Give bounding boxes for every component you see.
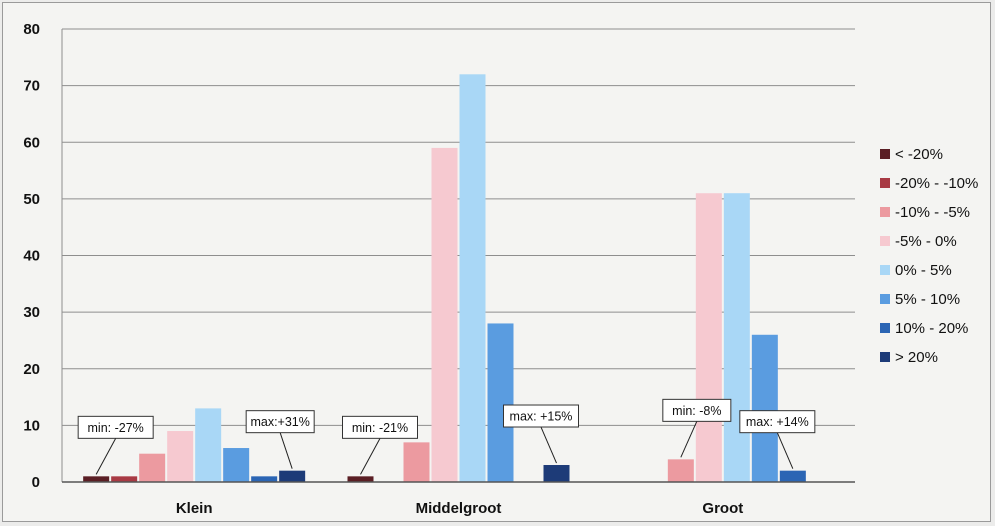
bar — [111, 476, 138, 482]
callout-box — [662, 398, 732, 422]
bar — [723, 193, 750, 482]
callout-pointer — [540, 426, 557, 464]
callout-pointer — [95, 438, 117, 475]
legend-swatch — [880, 178, 890, 188]
x-category-label: Groot — [702, 500, 743, 517]
bar — [347, 476, 374, 482]
y-tick-label: 70 — [23, 78, 40, 95]
legend-label: -20% - -10% — [895, 175, 978, 192]
legend-label: 0% - 5% — [895, 262, 952, 279]
bars — [83, 74, 806, 483]
bar — [543, 465, 570, 482]
callout-pointer — [680, 421, 698, 458]
grid-lines — [62, 28, 855, 426]
callout-label: min: -21% — [352, 421, 408, 435]
callout-box — [77, 415, 154, 439]
x-axis: Klein Middelgroot Groot — [62, 481, 855, 517]
legend: < -20% -20% - -10% -10% - -5% -5% - 0% 0% - … — [880, 146, 978, 366]
bar — [667, 459, 694, 482]
bar — [251, 476, 278, 482]
bar — [779, 470, 806, 482]
callout-label: min: -8% — [672, 404, 721, 418]
legend-swatch — [880, 265, 890, 275]
callout-pointer — [279, 432, 293, 469]
legend-swatch — [880, 294, 890, 304]
y-tick-label: 40 — [23, 248, 40, 265]
bar — [223, 448, 250, 482]
callout-box — [245, 410, 315, 434]
bar — [487, 323, 514, 482]
bar — [139, 453, 166, 482]
y-tick-label: 60 — [23, 134, 40, 151]
legend-swatch — [880, 352, 890, 362]
bar — [279, 470, 306, 482]
bar — [751, 334, 778, 482]
y-tick-label: 0 — [32, 474, 40, 491]
y-tick-label: 10 — [23, 417, 40, 434]
callout-pointer — [776, 432, 794, 469]
y-tick-label: 20 — [23, 361, 40, 378]
callout-label: max:+31% — [250, 415, 309, 429]
callout-box — [503, 404, 579, 428]
legend-label: 10% - 20% — [895, 320, 968, 337]
bar — [167, 431, 194, 482]
legend-swatch — [880, 207, 890, 217]
callouts: min: -27% max:+31% min: -21% max: +15% min: … — [77, 398, 816, 475]
legend-label: -5% - 0% — [895, 233, 957, 250]
bar — [403, 442, 430, 482]
bar — [83, 476, 110, 482]
callout-pointer — [360, 438, 381, 475]
callout-label: max: +14% — [746, 415, 809, 429]
x-category-label: Middelgroot — [416, 500, 502, 517]
legend-swatch — [880, 149, 890, 159]
y-tick-label: 30 — [23, 304, 40, 321]
y-tick-label: 50 — [23, 191, 40, 208]
callout-box — [342, 415, 418, 439]
callout-box — [739, 410, 816, 434]
legend-swatch — [880, 236, 890, 246]
bar — [459, 74, 486, 483]
y-axis: 0 10 20 30 40 50 60 70 80 — [23, 21, 63, 491]
bar — [431, 147, 458, 482]
callout-label: max: +15% — [510, 410, 573, 424]
legend-label: -10% - -5% — [895, 204, 970, 221]
callout-label: min: -27% — [88, 421, 144, 435]
legend-label: 5% - 10% — [895, 291, 960, 308]
legend-label: < -20% — [895, 146, 943, 163]
legend-label: > 20% — [895, 349, 938, 366]
bar — [195, 408, 222, 482]
legend-swatch — [880, 323, 890, 333]
y-tick-label: 80 — [23, 21, 40, 38]
x-category-label: Klein — [176, 500, 213, 517]
bar — [695, 193, 722, 482]
